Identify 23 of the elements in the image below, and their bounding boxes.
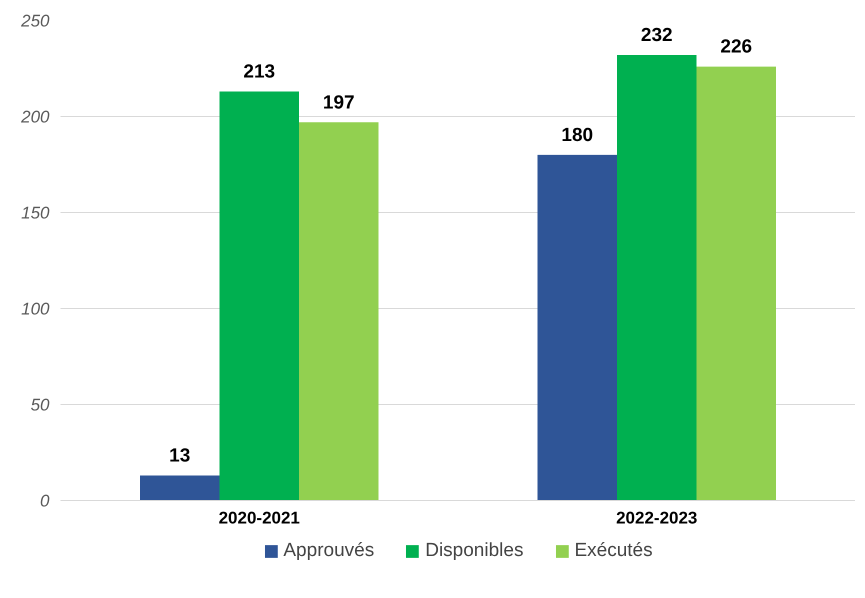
y-tick-label: 50	[30, 396, 50, 414]
bar	[299, 122, 378, 500]
data-label: 226	[720, 36, 752, 58]
x-tick-label: 2020-2021	[218, 508, 300, 528]
legend-label: Exécutés	[574, 540, 653, 562]
data-label: 213	[243, 62, 276, 83]
y-tick-label: 150	[21, 204, 50, 222]
y-tick-label: 200	[20, 108, 50, 126]
legend-label: Disponibles	[425, 540, 524, 562]
data-label: 180	[561, 124, 594, 146]
y-tick-label: 0	[40, 492, 50, 510]
bar	[617, 55, 696, 500]
bar	[220, 92, 299, 500]
legend-label: Approuvés	[283, 540, 374, 562]
x-tick-label: 2022-2023	[616, 508, 698, 528]
data-label: 13	[169, 446, 190, 467]
bar	[696, 66, 776, 500]
data-label: 232	[640, 25, 673, 46]
data-label: 197	[322, 92, 355, 114]
y-tick-label: 250	[20, 12, 50, 30]
y-tick-label: 100	[21, 300, 50, 318]
bar	[538, 154, 617, 500]
bar	[140, 476, 220, 500]
